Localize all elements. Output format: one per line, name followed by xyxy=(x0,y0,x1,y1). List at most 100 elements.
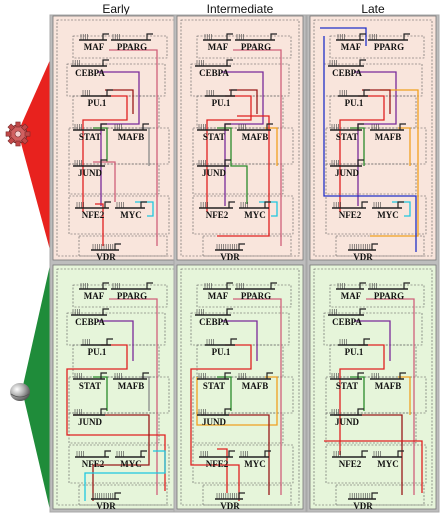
gene-label: JUND xyxy=(78,417,102,427)
gene-arrow xyxy=(100,159,107,166)
gene-arrow xyxy=(100,408,107,415)
gene-label: STAT xyxy=(203,132,225,142)
module-box xyxy=(335,484,425,506)
module-box xyxy=(202,484,292,506)
gene-arrow xyxy=(361,450,368,457)
panel-top: MAF PPARG CEBPA PU.1 STAT MAFB JUND NFE2 MYC VDR xyxy=(309,15,437,262)
promoter-marks xyxy=(76,202,84,208)
column-title: Intermediate xyxy=(207,2,274,16)
promoter-marks xyxy=(92,493,114,499)
gene-label: PPARG xyxy=(241,42,271,52)
regulatory-link xyxy=(398,376,411,415)
gene-arrow xyxy=(403,33,410,40)
gene-label: MAF xyxy=(208,42,229,52)
regulatory-link xyxy=(350,376,365,411)
regulatory-link xyxy=(233,298,282,495)
regulatory-link xyxy=(324,440,423,493)
regulatory-link xyxy=(109,49,158,246)
gene-label: VDR xyxy=(96,252,116,262)
promoter-marks xyxy=(114,124,122,130)
regulatory-link xyxy=(97,71,140,206)
regulatory-link xyxy=(362,89,391,114)
regulatory-link xyxy=(320,27,367,46)
gene-label: STAT xyxy=(79,381,101,391)
promoter-marks xyxy=(198,124,206,130)
gene-label: MYC xyxy=(244,210,266,220)
promoter-marks xyxy=(72,309,80,315)
gene-label: CEBPA xyxy=(75,68,105,78)
regulatory-link xyxy=(217,376,232,411)
gene-arrow xyxy=(357,372,364,379)
module-box xyxy=(325,163,417,195)
promoter-marks xyxy=(82,90,90,96)
regulatory-link xyxy=(97,320,134,361)
promoter-marks xyxy=(82,339,90,345)
promoter-marks xyxy=(371,124,379,130)
promoter-marks xyxy=(80,283,88,289)
promoter-marks xyxy=(373,451,381,457)
gene-label: STAT xyxy=(336,381,358,391)
promoter-marks xyxy=(339,90,347,96)
module-box xyxy=(192,163,284,195)
gene-arrow xyxy=(226,282,233,289)
gene-label: MAFB xyxy=(118,381,145,391)
promoter-marks xyxy=(337,283,345,289)
gene-arrow xyxy=(228,450,235,457)
gene-label: VDR xyxy=(353,501,373,511)
gene-label: CEBPA xyxy=(332,317,362,327)
gene-label: JUND xyxy=(78,168,102,178)
panel-background xyxy=(52,15,180,261)
bottom-wedge xyxy=(22,265,50,510)
gene-label: STAT xyxy=(203,381,225,391)
promoter-marks xyxy=(333,202,341,208)
promoter-marks xyxy=(238,373,246,379)
gene-arrow xyxy=(403,282,410,289)
gene-arrow xyxy=(102,33,109,40)
panel-background xyxy=(52,264,180,510)
gene-arrow xyxy=(371,492,378,499)
gene-label: CEBPA xyxy=(332,68,362,78)
gene-arrow xyxy=(363,338,370,345)
regulatory-link xyxy=(190,344,252,501)
gene-arrow xyxy=(228,201,235,208)
gene-arrow xyxy=(102,308,109,315)
promoter-marks xyxy=(371,373,379,379)
promoter-marks xyxy=(331,373,339,379)
gene-arrow xyxy=(270,282,277,289)
module-box xyxy=(192,412,284,444)
module-box xyxy=(325,444,427,484)
panel-top: MAF PPARG CEBPA PU.1 STAT MAFB JUND NFE2 MYC VDR xyxy=(52,15,180,262)
gene-arrow xyxy=(357,123,364,130)
promoter-marks xyxy=(331,124,339,130)
gene-label: VDR xyxy=(353,252,373,262)
column-1: Intermediate MAF PPARG CEBPA PU.1 STAT MAFB JUN… xyxy=(173,2,307,513)
gene-label: JUND xyxy=(202,417,226,427)
gene-arrow xyxy=(140,201,147,208)
module-box xyxy=(72,284,168,308)
module-box xyxy=(329,284,425,308)
promoter-marks xyxy=(72,60,80,66)
gene-arrow xyxy=(264,450,271,457)
regulatory-link xyxy=(66,344,166,491)
gene-label: PPARG xyxy=(374,291,404,301)
gene-arrow xyxy=(371,243,378,250)
promoter-marks xyxy=(240,202,248,208)
gene-label: JUND xyxy=(335,168,359,178)
promoter-marks xyxy=(92,244,114,250)
regulatory-link xyxy=(323,36,417,252)
top-wedge xyxy=(18,60,50,250)
regulatory-link xyxy=(93,161,116,202)
regulatory-link xyxy=(350,127,365,166)
gene-label: PU.1 xyxy=(88,98,107,108)
gene-arrow xyxy=(359,308,366,315)
promoter-marks xyxy=(80,34,88,40)
promoter-marks xyxy=(236,283,244,289)
gene-label: MAFB xyxy=(375,381,402,391)
gene-arrow xyxy=(224,123,231,130)
regulatory-link xyxy=(196,376,278,426)
promoter-marks xyxy=(373,202,381,208)
regulatory-link xyxy=(354,71,397,206)
regulatory-link xyxy=(141,127,150,166)
gene-label: MYC xyxy=(377,459,399,469)
